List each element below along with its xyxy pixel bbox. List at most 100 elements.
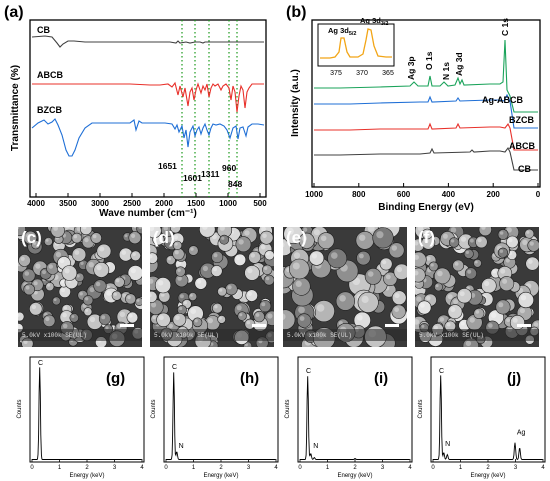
sem-particle <box>212 302 223 314</box>
sem-particle-highlight <box>105 326 109 330</box>
sem-particle <box>188 292 198 301</box>
sem-particle-highlight <box>177 260 182 265</box>
xps-y-axis-label: Intensity (a.u.) <box>290 69 301 137</box>
sem-particle-highlight <box>454 262 459 266</box>
sem-particle-highlight <box>247 268 253 274</box>
sem-particle-highlight <box>450 307 456 312</box>
sem-particle <box>93 279 107 293</box>
sem-particle-highlight <box>498 302 504 308</box>
sem-particle <box>150 252 158 264</box>
sem-particle <box>235 236 252 253</box>
edx-panel-h: Counts Energy (keV) (h) 0 1 2 3 4 C N <box>151 356 279 479</box>
xps-label-abcb: ABCB <box>509 141 535 151</box>
sem-particle-highlight <box>359 234 366 241</box>
sem-particle-highlight <box>59 258 65 264</box>
sem-particle-highlight <box>376 231 384 239</box>
sem-particle-highlight <box>450 239 455 243</box>
sem-particle <box>456 288 473 304</box>
sem-scale-bar <box>120 324 134 327</box>
sem-particle <box>415 267 426 283</box>
sem-particle-highlight <box>18 325 19 328</box>
edx-spectrum <box>165 372 276 460</box>
sem-particle <box>244 265 260 281</box>
edx-tick-label: 4 <box>541 465 545 471</box>
sem-particle-highlight <box>283 271 284 277</box>
sem-particle-highlight <box>65 227 70 229</box>
sem-particle-highlight <box>261 227 266 232</box>
sem-particle-highlight <box>163 227 168 231</box>
sem-particle-highlight <box>157 280 164 286</box>
sem-particle-highlight <box>174 250 179 255</box>
sem-particle <box>258 299 272 313</box>
sem-particle-highlight <box>385 274 391 280</box>
sem-particle <box>43 237 53 246</box>
sem-particle-highlight <box>339 295 346 302</box>
edx-peak-label: C <box>439 368 444 375</box>
sem-particle <box>297 313 312 328</box>
sem-particle-highlight <box>492 269 496 274</box>
xps-inset-frame <box>317 23 395 67</box>
edx-peak-label: N <box>313 443 318 450</box>
sem-particle-highlight <box>33 281 38 286</box>
edx-tick-label: 0 <box>164 465 168 471</box>
edx-y-axis-label: Counts <box>17 399 23 418</box>
xps-inset-tick-label: 375 <box>330 70 342 77</box>
edx-panel-j: Counts Energy (keV) (j) 0 1 2 3 4 C N Ag <box>418 356 546 479</box>
sem-particle-highlight <box>260 244 266 250</box>
sem-particle-highlight <box>465 250 469 254</box>
sem-particle-highlight <box>481 227 486 230</box>
sem-particle-highlight <box>207 318 213 324</box>
sem-particle <box>50 227 65 238</box>
sem-particle-highlight <box>519 308 525 314</box>
sem-particle <box>391 304 406 319</box>
sem-particle <box>118 247 133 262</box>
edx-tick-label: 2 <box>353 465 357 471</box>
edx-tick-label: 0 <box>431 465 435 471</box>
sem-particle-highlight <box>421 324 425 328</box>
sem-panel-label-c: (c) <box>21 228 42 247</box>
edx-tick-label: 0 <box>30 465 34 471</box>
edx-panel-label: (h) <box>240 370 259 387</box>
sem-particle <box>298 232 315 249</box>
sem-particle <box>308 250 325 266</box>
sem-particle-highlight <box>115 278 120 283</box>
sem-particle <box>517 291 534 309</box>
sem-particle-highlight <box>262 233 267 239</box>
sem-particle-highlight <box>299 316 305 321</box>
sem-particle <box>98 312 111 325</box>
xps-tick-label: 1000 <box>305 190 323 199</box>
sem-particle <box>391 290 407 305</box>
sem-particle-highlight <box>292 262 300 270</box>
edx-spectrum <box>299 376 410 460</box>
sem-particle-highlight <box>247 291 252 296</box>
xps-tick-label: 800 <box>352 190 366 199</box>
sem-scale-bar <box>517 324 531 327</box>
sem-particle <box>150 290 158 303</box>
xps-peak-ag3p: Ag 3p <box>406 56 416 80</box>
sem-particle-highlight <box>172 227 176 229</box>
sem-particle <box>211 250 224 263</box>
panel-a-ftir: (a) Transmittance (%) Wave number (cm⁻¹)… <box>4 4 267 219</box>
sem-particle <box>356 250 371 266</box>
sem-particle-highlight <box>219 227 225 231</box>
ftir-tick-label: 1500 <box>187 199 205 208</box>
sem-particle-highlight <box>430 263 434 267</box>
edx-tick-label: 3 <box>381 465 385 471</box>
sem-particle <box>172 240 183 250</box>
sem-particle-highlight <box>214 305 218 309</box>
sem-particle-highlight <box>95 281 101 287</box>
sem-particle-highlight <box>89 287 95 293</box>
sem-info-text: 5.0kV x100k SE(UL) <box>22 332 87 339</box>
sem-particle-highlight <box>437 270 443 277</box>
sem-particle-highlight <box>167 257 171 261</box>
sem-particle-highlight <box>190 247 194 251</box>
sem-particle <box>128 231 142 245</box>
sem-particle <box>506 235 519 249</box>
sem-particle-highlight <box>287 227 294 235</box>
sem-particle-highlight <box>177 268 181 272</box>
sem-particle <box>170 227 181 234</box>
sem-particle <box>111 290 122 301</box>
sem-particle-highlight <box>85 309 89 312</box>
sem-particle <box>217 286 227 297</box>
sem-particle <box>433 267 451 285</box>
